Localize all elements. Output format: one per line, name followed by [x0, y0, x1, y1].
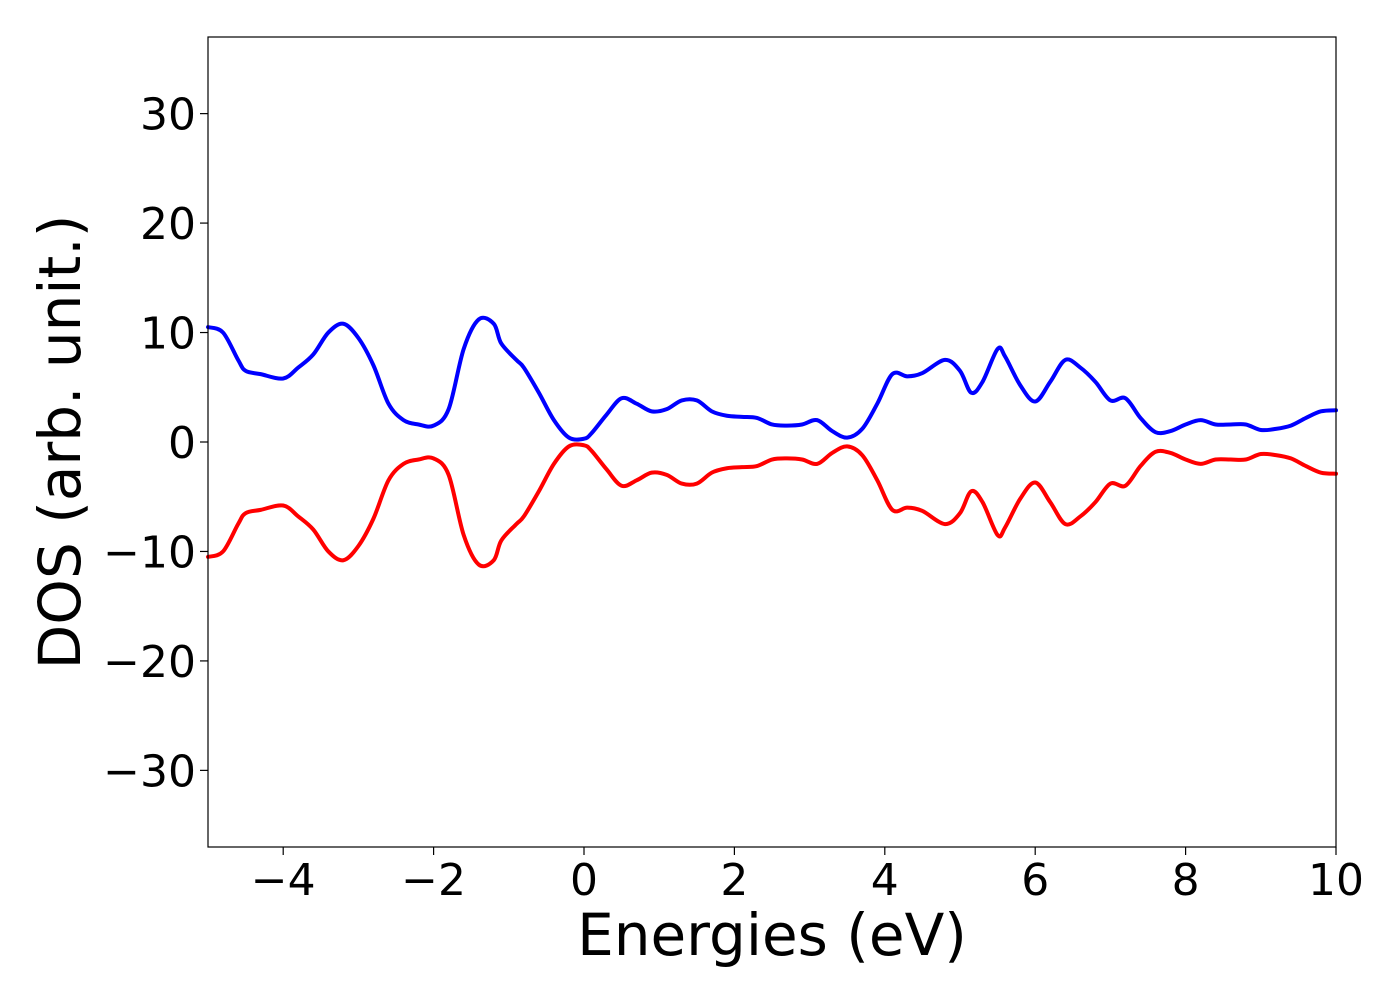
y-tick-label: 10	[140, 309, 196, 360]
x-tick-label: 6	[1021, 855, 1049, 906]
x-tick-label: −2	[401, 855, 466, 906]
plot-frame	[207, 36, 1337, 848]
y-tick-label: 30	[140, 90, 196, 141]
y-tick-label: 20	[140, 199, 196, 250]
x-tick-label: 4	[871, 855, 899, 906]
x-tick-label: −4	[251, 855, 316, 906]
y-tick-label: −20	[103, 637, 196, 688]
series-layer	[206, 315, 1338, 569]
x-tick-label: 8	[1172, 855, 1200, 906]
y-axis-label: DOS (arb. unit.)	[26, 215, 94, 670]
spin-up-line	[206, 315, 1338, 442]
y-tick-label: −30	[103, 746, 196, 797]
y-tick-label: 0	[168, 418, 196, 469]
x-tick-label: 10	[1308, 855, 1364, 906]
spin-down-line	[206, 442, 1338, 569]
y-tick-label: −10	[103, 527, 196, 578]
x-axis-label: Energies (eV)	[577, 901, 967, 969]
x-tick-label: 0	[570, 855, 598, 906]
x-tick-label: 2	[720, 855, 748, 906]
y-axis-ticks: −30 −20 −10 0 10 20 30	[103, 90, 208, 797]
x-axis-ticks: −4 −2 0 2 4 6 8 10	[251, 847, 1364, 906]
